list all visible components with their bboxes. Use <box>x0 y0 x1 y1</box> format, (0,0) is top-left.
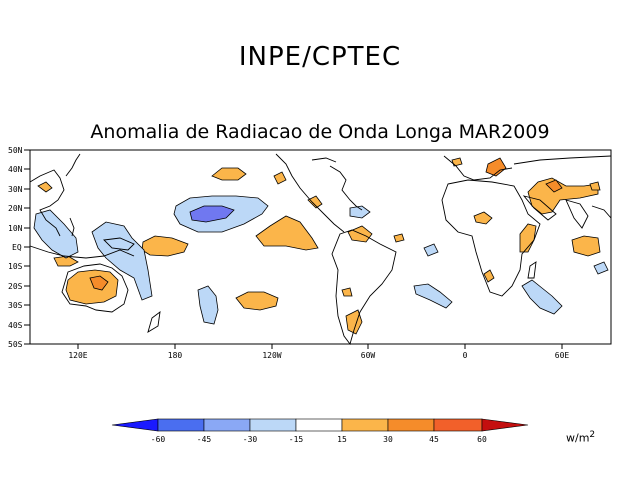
units-text: w/m <box>566 431 590 445</box>
anomaly-east-pacific <box>255 215 319 251</box>
lat-label: 20N <box>8 204 23 213</box>
colorbar-segment <box>433 418 483 432</box>
anomaly-caribbean <box>349 205 371 219</box>
anomaly-indian-ocean <box>571 235 601 257</box>
colorbar-segment <box>481 418 529 432</box>
colorbar-label: 15 <box>337 435 347 444</box>
coast-asia-east <box>29 169 65 237</box>
anomaly-argentina <box>345 309 363 335</box>
anomaly-maritime-continent <box>91 221 153 301</box>
colorbar: -60 -45 -30 -15 15 30 45 60 <box>111 418 529 444</box>
coast-south-america <box>331 229 397 345</box>
colorbar-label: 60 <box>477 435 487 444</box>
colorbar-units: w/m2 <box>566 430 595 445</box>
anomaly-philippines <box>33 209 79 259</box>
lat-label: EQ <box>12 243 22 252</box>
colorbar-label: -15 <box>289 435 304 444</box>
coast-europe <box>443 155 513 181</box>
anomaly-europe-east <box>485 157 507 177</box>
anomaly-west-africa <box>473 211 493 225</box>
colorbar-segment <box>341 418 389 432</box>
anomaly-indian-east <box>593 261 609 275</box>
lon-axis: 120E 180 120W 60W 0 60E <box>68 344 569 360</box>
anomaly-australia <box>65 269 119 305</box>
coastlines <box>29 153 612 345</box>
lat-label: 40S <box>8 321 23 330</box>
anomaly-india-north <box>589 181 601 191</box>
anomaly-middle-east-core <box>545 179 563 193</box>
coast-eurasia-north <box>513 155 612 165</box>
anomaly-south-pacific <box>235 291 279 311</box>
negative-anomalies <box>33 195 609 325</box>
lon-label: 180 <box>168 351 183 360</box>
colorbar-segment <box>387 418 435 432</box>
colorbar-segment <box>295 418 343 432</box>
anomaly-mexico <box>307 195 323 209</box>
coast-africa <box>441 179 541 297</box>
lon-label: 60E <box>555 351 570 360</box>
colorbar-label: 30 <box>383 435 393 444</box>
coast-new-guinea <box>103 237 135 251</box>
coast-new-zealand <box>147 310 161 333</box>
colorbar-segment <box>111 418 159 432</box>
anomaly-hawaii-inner <box>189 205 235 223</box>
coast-arabia <box>522 195 557 221</box>
colorbar-segment <box>203 418 251 432</box>
anomaly-north-pacific <box>211 167 247 181</box>
coast-north-america-west <box>275 153 345 233</box>
coast-australia <box>61 263 129 313</box>
lat-axis: 50N 40N 30N 20N 10N EQ 10S 20S 30S 40S 5… <box>8 146 30 349</box>
anomaly-atlantic-eq <box>423 243 439 257</box>
anomaly-south-indian <box>521 279 563 315</box>
coast-madagascar <box>527 261 537 279</box>
lat-label: 30N <box>8 185 23 194</box>
lon-label: 120W <box>262 351 281 360</box>
lat-label: 10N <box>8 224 23 233</box>
lon-label: 0 <box>463 351 468 360</box>
anomaly-sw-pacific <box>197 285 219 325</box>
lat-label: 30S <box>8 301 23 310</box>
colorbar-label: -60 <box>151 435 166 444</box>
positive-anomalies <box>37 157 601 335</box>
coast-se-asia <box>591 205 612 219</box>
coast-indonesia <box>29 245 135 259</box>
anomaly-south-america-small <box>341 287 353 297</box>
colorbar-label: 45 <box>429 435 439 444</box>
anomaly-brazil-east <box>393 233 405 243</box>
coast-north-america-east <box>329 165 363 211</box>
anomaly-south-atlantic <box>413 283 453 309</box>
coast-great-lakes <box>311 157 337 163</box>
coast-philippines <box>69 217 75 237</box>
lat-label: 50N <box>8 146 23 155</box>
anomaly-south-africa <box>483 269 495 283</box>
anomaly-australia-core <box>89 275 109 291</box>
colorbar-segment <box>157 418 205 432</box>
coast-india <box>565 199 589 229</box>
org-title: INPE/CPTEC <box>238 42 402 72</box>
lat-label: 50S <box>8 340 23 349</box>
colorbar-segment <box>249 418 297 432</box>
colorbar-label: -30 <box>243 435 258 444</box>
lon-label: 60W <box>361 351 376 360</box>
lat-label: 20S <box>8 282 23 291</box>
colorbar-label: -45 <box>197 435 212 444</box>
anomaly-nw-america <box>273 171 287 185</box>
units-exponent: 2 <box>589 430 596 440</box>
coast-japan <box>65 153 81 177</box>
map-title: Anomalia de Radiacao de Onda Longa MAR20… <box>90 121 550 143</box>
anomaly-japan <box>37 181 53 193</box>
lat-label: 10S <box>8 262 23 271</box>
lon-label: 120E <box>68 351 87 360</box>
lat-label: 40N <box>8 165 23 174</box>
